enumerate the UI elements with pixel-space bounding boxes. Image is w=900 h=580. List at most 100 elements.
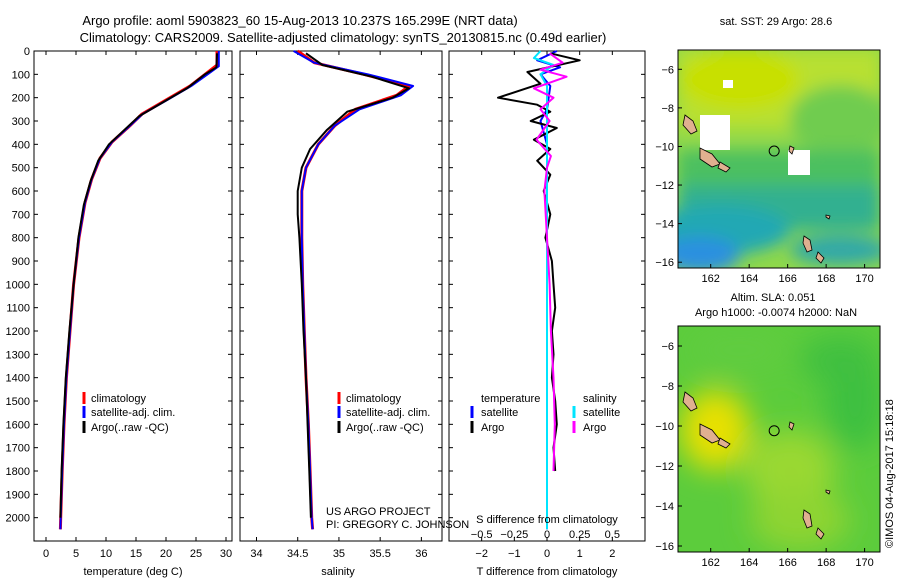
temperature-xtick-label: 15 bbox=[130, 548, 142, 560]
legend-title-salinity: salinity bbox=[583, 393, 617, 405]
sla-lat-ticks: −6 −8 −10 −12 −14 −16 bbox=[655, 341, 682, 553]
temperature-xtick-label: 10 bbox=[100, 548, 112, 560]
difference-xtick-label: 2 bbox=[609, 548, 615, 560]
legend-label-s-argo: Argo bbox=[583, 422, 606, 434]
legend-label-argo: Argo(..raw -QC) bbox=[346, 422, 424, 434]
temperature-ticks: 0 5 10 15 20 25 30 bbox=[43, 51, 232, 560]
header-line1: Argo profile: aoml 5903823_60 15-Aug-201… bbox=[82, 13, 517, 28]
salinity-depth-ticks bbox=[240, 50, 442, 519]
lat-tick-label: −6 bbox=[661, 64, 674, 76]
lon-tick-label: 168 bbox=[817, 557, 835, 569]
depth-tick-label: 0 bbox=[24, 46, 30, 58]
legend-label-s-satellite: satellite bbox=[583, 407, 620, 419]
sla-lon-ticks: 162 164 166 168 170 bbox=[702, 548, 874, 569]
temperature-xtick-label: 30 bbox=[220, 548, 232, 560]
legend-label-t-argo: Argo bbox=[481, 422, 504, 434]
lon-tick-label: 168 bbox=[817, 273, 835, 285]
series-argo-raw-qc bbox=[296, 52, 410, 518]
lat-tick-label: −14 bbox=[655, 219, 674, 231]
depth-tick-label: 200 bbox=[12, 93, 30, 105]
lon-tick-label: 164 bbox=[740, 273, 758, 285]
lat-tick-label: −16 bbox=[655, 541, 674, 553]
s-difference-ticks: −0.5 −0.25 0 0.25 0.5 bbox=[471, 529, 620, 541]
legend-label-argo: Argo(..raw -QC) bbox=[91, 422, 169, 434]
temperature-xlabel: temperature (deg C) bbox=[83, 566, 182, 578]
difference-depth-ticks bbox=[449, 50, 645, 519]
lat-tick-label: −16 bbox=[655, 257, 674, 269]
sst-map-panel: sat. SST: 29 Argo: 28.6 bbox=[655, 16, 881, 285]
sst-field bbox=[678, 50, 880, 268]
sst-lat-ticks: −6 −8 −10 −12 −14 −16 bbox=[655, 64, 682, 269]
lon-tick-label: 162 bbox=[702, 273, 720, 285]
difference-xtick-label: −2 bbox=[475, 548, 488, 560]
sst-map-title: sat. SST: 29 Argo: 28.6 bbox=[720, 16, 833, 28]
sla-map-frame bbox=[677, 325, 881, 553]
difference-legend: temperature satellite Argo salinity sate… bbox=[470, 393, 620, 434]
series-satellite-adj-clim bbox=[59, 51, 220, 530]
temperature-xtick-label: 25 bbox=[190, 548, 202, 560]
legend-label-satellite: satellite-adj. clim. bbox=[91, 407, 175, 419]
salinity-lines bbox=[293, 49, 415, 530]
depth-tick-label: 1400 bbox=[6, 373, 30, 385]
t-difference-xlabel: T difference from climatology bbox=[477, 566, 618, 578]
difference-xtick-label: −1 bbox=[508, 548, 521, 560]
s-xtick-label: −0.25 bbox=[500, 529, 528, 541]
salinity-xtick-label: 34 bbox=[250, 548, 262, 560]
lat-tick-label: −6 bbox=[661, 341, 674, 353]
series-s-argo bbox=[532, 52, 568, 472]
s-xtick-label: −0.5 bbox=[471, 529, 493, 541]
legend-label-satellite: satellite-adj. clim. bbox=[346, 407, 430, 419]
lon-tick-label: 166 bbox=[778, 273, 796, 285]
depth-tick-label: 900 bbox=[12, 256, 30, 268]
sla-map-title: Altim. SLA: 0.051 bbox=[731, 292, 816, 304]
lat-tick-label: −10 bbox=[655, 141, 674, 153]
legend-title-temperature: temperature bbox=[481, 393, 540, 405]
salinity-legend: climatology satellite-adj. clim. Argo(..… bbox=[337, 392, 430, 434]
salinity-xtick-label: 35 bbox=[333, 548, 345, 560]
lat-tick-label: −12 bbox=[655, 180, 674, 192]
depth-tick-label: 800 bbox=[12, 233, 30, 245]
lon-tick-label: 162 bbox=[702, 557, 720, 569]
lat-tick-label: −12 bbox=[655, 461, 674, 473]
sst-map-frame bbox=[677, 49, 881, 269]
s-xtick-label: 0.25 bbox=[569, 529, 590, 541]
s-xtick-label: 0.5 bbox=[605, 529, 620, 541]
difference-xtick-label: 1 bbox=[577, 548, 583, 560]
temperature-panel: 0100200300400500600700800900100011001200… bbox=[6, 46, 233, 578]
salinity-panel: 34 34.5 35 35.5 36 salinity climatology sate… bbox=[239, 49, 469, 578]
difference-lines bbox=[497, 50, 581, 530]
depth-tick-label: 300 bbox=[12, 116, 30, 128]
salinity-xtick-label: 36 bbox=[415, 548, 427, 560]
salinity-axes-frame bbox=[239, 50, 443, 542]
series-satellite-adj-clim bbox=[293, 50, 415, 530]
lon-tick-label: 170 bbox=[855, 273, 873, 285]
s-difference-xlabel: S difference from climatology bbox=[476, 514, 618, 526]
depth-tick-label: 1500 bbox=[6, 396, 30, 408]
lon-tick-label: 170 bbox=[855, 557, 873, 569]
sst-argo-marker bbox=[768, 145, 780, 157]
credit-project: US ARGO PROJECT bbox=[326, 506, 431, 518]
depth-tick-label: 1700 bbox=[6, 443, 30, 455]
lon-tick-label: 166 bbox=[778, 557, 796, 569]
temperature-legend: climatology satellite-adj. clim. Argo(..… bbox=[82, 392, 175, 434]
land-islands bbox=[682, 391, 831, 540]
sla-map-panel: Altim. SLA: 0.051 Argo h1000: -0.0074 h2… bbox=[655, 292, 881, 569]
depth-tick-label: 500 bbox=[12, 163, 30, 175]
depth-tick-label: 2000 bbox=[6, 513, 30, 525]
depth-tick-label: 1600 bbox=[6, 419, 30, 431]
depth-tick-label: 600 bbox=[12, 186, 30, 198]
temperature-axes-frame bbox=[33, 50, 233, 542]
depth-ticks: 0 100 200 300 400 500 600 700 800 900 1000 1100 1200… bbox=[6, 46, 232, 525]
series-climatology bbox=[58, 51, 219, 530]
s-xtick-label: 0 bbox=[544, 529, 550, 541]
salinity-ticks: 34 34.5 35 35.5 36 bbox=[250, 51, 428, 560]
legend-label-t-satellite: satellite bbox=[481, 407, 518, 419]
header-line2: Climatology: CARS2009. Satellite-adjuste… bbox=[80, 30, 607, 45]
series-climatology bbox=[296, 49, 411, 530]
salinity-xtick-label: 35.5 bbox=[369, 548, 390, 560]
series-argo-raw-qc bbox=[59, 53, 218, 518]
depth-tick-label: 1100 bbox=[6, 303, 30, 315]
sst-lon-ticks: 162 164 166 168 170 bbox=[702, 264, 874, 285]
imos-credit: ©IMOS 04-Aug-2017 15:18:18 bbox=[884, 399, 896, 548]
